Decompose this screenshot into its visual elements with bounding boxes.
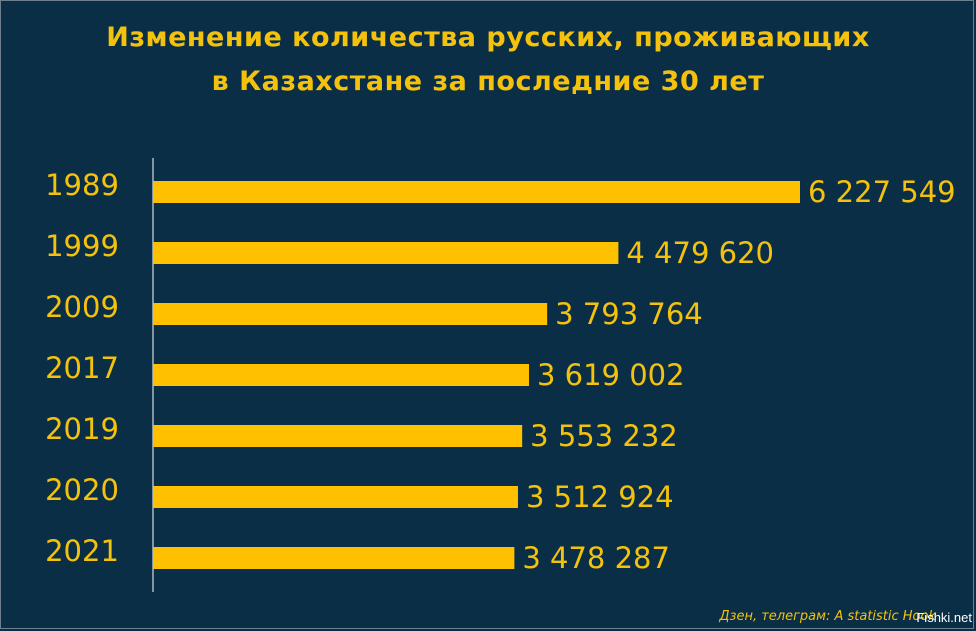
bar-1999	[153, 242, 619, 264]
value-label-1989: 6 227 549	[808, 175, 956, 209]
watermark: Fishki.net	[916, 610, 972, 625]
category-label-2019: 2019	[45, 412, 119, 446]
chart-title-line-1: Изменение количества русских, проживающи…	[106, 22, 870, 53]
chart-title-line-2: в Казахстане за последние 30 лет	[211, 66, 765, 97]
category-label-2021: 2021	[45, 534, 119, 568]
category-label-2009: 2009	[45, 290, 119, 324]
bar-2021	[153, 547, 515, 569]
bar-1989	[153, 181, 800, 203]
bar-2019	[153, 425, 523, 447]
bar-2017	[153, 364, 529, 386]
value-label-1999: 4 479 620	[626, 236, 774, 270]
value-label-2021: 3 478 287	[522, 541, 670, 575]
value-label-2009: 3 793 764	[555, 297, 703, 331]
source-credit: Дзен, телеграм: A statistic Hook	[719, 609, 936, 624]
category-label-2017: 2017	[45, 351, 119, 385]
value-label-2019: 3 553 232	[530, 419, 678, 453]
value-label-2017: 3 619 002	[537, 358, 685, 392]
chart-title: Изменение количества русских, проживающи…	[0, 16, 976, 104]
category-label-2020: 2020	[45, 473, 119, 507]
category-label-1989: 1989	[45, 168, 119, 202]
value-label-2020: 3 512 924	[526, 480, 674, 514]
bar-2009	[153, 303, 548, 325]
bar-2020	[153, 486, 518, 508]
category-label-1999: 1999	[45, 229, 119, 263]
